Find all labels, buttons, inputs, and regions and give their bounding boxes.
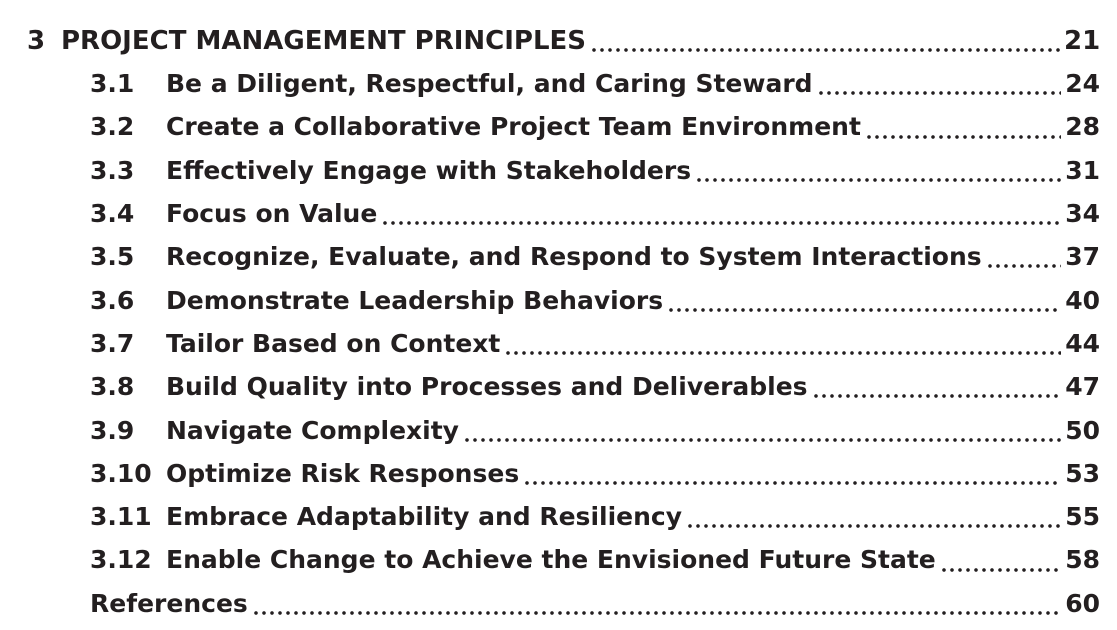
section-number: 3.2 [90, 112, 135, 142]
section-page-number: 50 [1065, 415, 1100, 445]
section-number: 3.7 [90, 328, 135, 358]
section-page-number: 44 [1065, 328, 1100, 358]
section-page-number: 58 [1065, 545, 1100, 575]
section-title: Embrace Adaptability and Resiliency [166, 502, 683, 532]
toc-references-entry[interactable]: References 60 [0, 582, 1117, 625]
section-title: Be a Diligent, Respectful, and Caring St… [166, 69, 813, 99]
section-number: 3.12 [90, 545, 152, 575]
section-page-number: 37 [1065, 242, 1100, 272]
toc-section-3-9[interactable]: 3.9 Navigate Complexity 50 [0, 408, 1117, 451]
section-page-number: 24 [1065, 69, 1100, 99]
section-page-number: 47 [1065, 372, 1100, 402]
toc-section-3-8[interactable]: 3.8 Build Quality into Processes and Del… [0, 365, 1117, 408]
toc-section-3-7[interactable]: 3.7 Tailor Based on Context 44 [0, 322, 1117, 365]
toc-section-3-6[interactable]: 3.6 Demonstrate Leadership Behaviors 40 [0, 278, 1117, 321]
dot-leader [590, 47, 1061, 53]
dot-leader [985, 263, 1061, 270]
toc-section-3-12[interactable]: 3.12 Enable Change to Achieve the Envisi… [0, 538, 1117, 581]
section-page-number: 34 [1065, 199, 1100, 229]
toc-section-3-1[interactable]: 3.1 Be a Diligent, Respectful, and Carin… [0, 62, 1117, 105]
dot-leader [816, 90, 1061, 97]
toc-section-3-3[interactable]: 3.3 Effectively Engage with Stakeholders… [0, 149, 1117, 192]
toc-section-3-2[interactable]: 3.2 Create a Collaborative Project Team … [0, 105, 1117, 148]
section-page-number: 28 [1065, 112, 1100, 142]
toc-section-3-10[interactable]: 3.10 Optimize Risk Responses 53 [0, 452, 1117, 495]
dot-leader [462, 436, 1061, 443]
section-page-number: 55 [1065, 502, 1100, 532]
section-title: Demonstrate Leadership Behaviors [166, 285, 664, 315]
section-title: Recognize, Evaluate, and Respond to Syst… [166, 242, 982, 272]
section-title: Optimize Risk Responses [166, 458, 520, 488]
dot-leader [504, 350, 1061, 357]
dot-leader [811, 393, 1061, 400]
section-title: Enable Change to Achieve the Envisioned … [166, 545, 936, 575]
section-number: 3.8 [90, 372, 135, 402]
section-page-number: 31 [1065, 155, 1100, 185]
section-number: 3.6 [90, 285, 135, 315]
section-number: 3.5 [90, 242, 135, 272]
section-number: 3.1 [90, 69, 135, 99]
dot-leader [381, 220, 1061, 227]
toc-section-3-5[interactable]: 3.5 Recognize, Evaluate, and Respond to … [0, 235, 1117, 278]
section-title: Navigate Complexity [166, 415, 459, 445]
chapter-number: 3 [27, 26, 46, 56]
dot-leader [695, 176, 1061, 183]
section-number: 3.9 [90, 415, 135, 445]
section-title: Create a Collaborative Project Team Envi… [166, 112, 861, 142]
references-title: References [90, 588, 248, 618]
dot-leader [864, 133, 1061, 140]
section-title: Focus on Value [166, 199, 378, 229]
references-page-number: 60 [1065, 588, 1100, 618]
section-number: 3.3 [90, 155, 135, 185]
chapter-title: PROJECT MANAGEMENT PRINCIPLES [61, 26, 587, 56]
toc-chapter-entry[interactable]: 3 PROJECT MANAGEMENT PRINCIPLES 21 [0, 20, 1117, 62]
toc-section-3-11[interactable]: 3.11 Embrace Adaptability and Resiliency… [0, 495, 1117, 538]
table-of-contents: 3 PROJECT MANAGEMENT PRINCIPLES 21 3.1 B… [0, 20, 1117, 625]
dot-leader [939, 566, 1061, 573]
section-number: 3.11 [90, 502, 152, 532]
section-page-number: 40 [1065, 285, 1100, 315]
dot-leader [686, 523, 1061, 530]
section-number: 3.10 [90, 458, 152, 488]
section-page-number: 53 [1065, 458, 1100, 488]
toc-section-3-4[interactable]: 3.4 Focus on Value 34 [0, 192, 1117, 235]
section-number: 3.4 [90, 199, 135, 229]
dot-leader [523, 479, 1061, 486]
dot-leader [251, 609, 1061, 616]
dot-leader [667, 306, 1061, 313]
chapter-page-number: 21 [1064, 26, 1101, 56]
section-title: Effectively Engage with Stakeholders [166, 155, 692, 185]
section-title: Build Quality into Processes and Deliver… [166, 372, 808, 402]
section-title: Tailor Based on Context [166, 328, 501, 358]
